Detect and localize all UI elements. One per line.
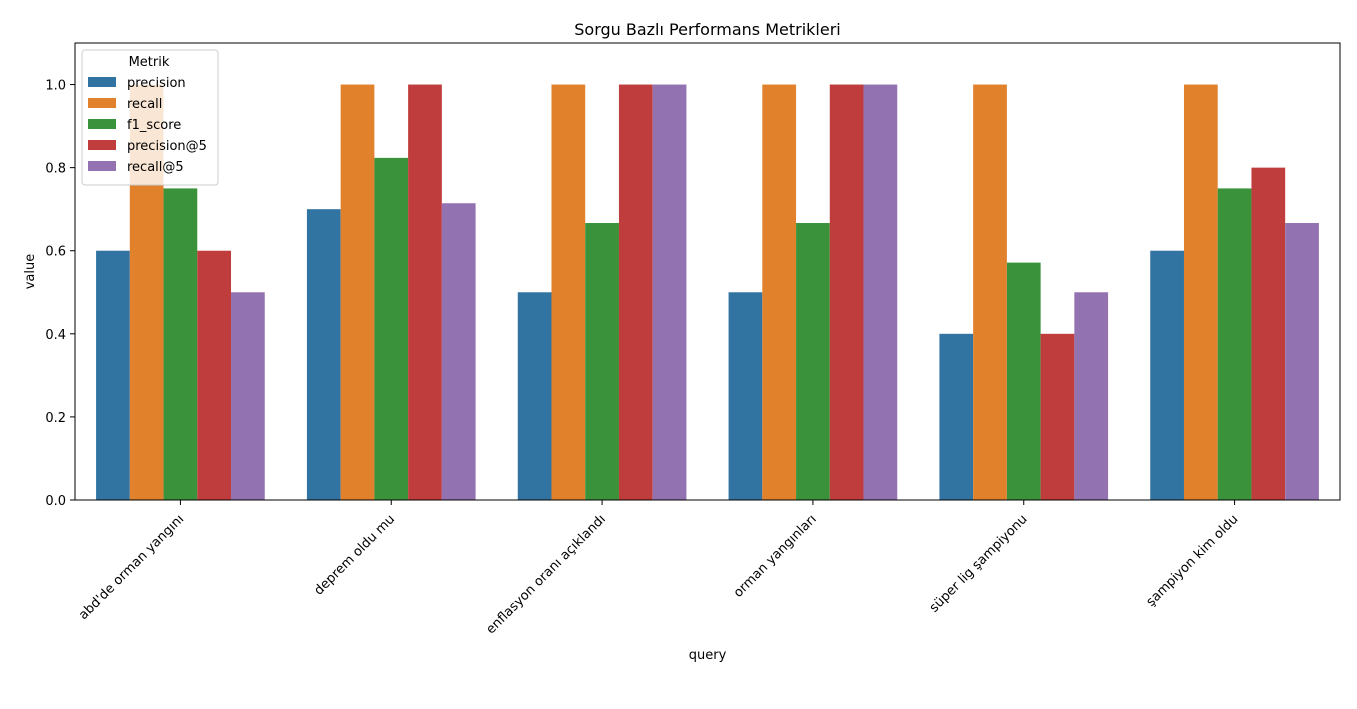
bar-precision-1 (306, 209, 341, 500)
legend-swatch-recall (88, 98, 116, 108)
bar-recall@5-2 (652, 84, 687, 500)
y-tick-label: 0.0 (45, 494, 66, 509)
legend-swatch-recall@5 (88, 161, 116, 171)
x-tick-label: abd'de orman yangını (76, 512, 187, 623)
bar-f1_score-0 (163, 188, 198, 500)
bar-precision-0 (96, 250, 130, 500)
bar-f1_score-4 (1006, 262, 1041, 500)
bar-precision-5 (1150, 250, 1184, 500)
bar-recall@5-5 (1285, 223, 1319, 500)
legend-swatch-precision (88, 77, 116, 87)
y-axis-label: value (23, 254, 38, 290)
legend-label-recall: recall (127, 97, 162, 112)
x-tick-label: şampiyon kim oldu (1144, 512, 1242, 610)
bar-recall@5-3 (863, 84, 898, 500)
bar-precision@5-0 (197, 250, 232, 500)
bar-f1_score-5 (1217, 188, 1252, 500)
bar-precision@5-4 (1040, 333, 1075, 500)
plot-frame (74, 42, 1341, 501)
bar-precision@5-5 (1251, 167, 1286, 501)
bar-precision@5-3 (829, 84, 864, 500)
y-tick-label: 1.0 (45, 79, 66, 94)
x-axis: abd'de orman yangını deprem oldu mu enflas… (76, 500, 1241, 637)
x-axis-label: query (689, 648, 727, 663)
legend-label-recall@5: recall@5 (127, 160, 184, 175)
bar-recall@5-1 (441, 203, 476, 500)
bar-precision-4 (939, 333, 974, 500)
bar-recall-1 (340, 84, 375, 500)
x-tick-label: enflasyon oranı açıklandı (483, 512, 608, 637)
bar-recall-2 (551, 84, 586, 500)
legend: Metrik precision recall f1_score precision@… (81, 49, 219, 186)
bar-recall@5-0 (231, 292, 265, 500)
y-tick-label: 0.2 (45, 411, 66, 426)
bar-f1_score-1 (374, 157, 409, 501)
bar-recall@5-4 (1074, 292, 1109, 500)
bars-layer (96, 84, 1319, 501)
legend-title: Metrik (129, 55, 170, 70)
x-tick-label: süper lig şampiyonu (927, 512, 1031, 616)
bar-f1_score-3 (796, 223, 830, 500)
legend-swatch-precision@5 (88, 140, 116, 150)
legend-swatch-f1_score (88, 119, 116, 129)
legend-label-precision: precision (127, 76, 186, 91)
bar-precision@5-1 (408, 84, 442, 500)
legend-label-precision@5: precision@5 (127, 139, 207, 154)
x-tick-label: orman yangınları (731, 512, 820, 601)
y-tick-label: 0.6 (45, 245, 66, 260)
y-tick-label: 0.4 (45, 328, 66, 343)
bar-precision@5-2 (618, 84, 653, 500)
bar-precision-3 (728, 292, 763, 500)
bar-recall-3 (762, 84, 797, 500)
legend-items: precision recall f1_score precision@5 recall… (88, 76, 207, 175)
bar-precision-2 (517, 292, 552, 500)
bar-recall-5 (1183, 84, 1218, 500)
bar-recall-4 (973, 84, 1007, 500)
chart-title: Sorgu Bazlı Performans Metrikleri (574, 20, 840, 39)
legend-label-f1_score: f1_score (127, 118, 181, 133)
x-tick-label: deprem oldu mu (311, 512, 398, 599)
y-axis: 0.0 0.2 0.4 0.6 0.8 1.0 (45, 79, 75, 509)
bar-f1_score-2 (585, 223, 619, 500)
y-tick-label: 0.8 (45, 162, 66, 177)
